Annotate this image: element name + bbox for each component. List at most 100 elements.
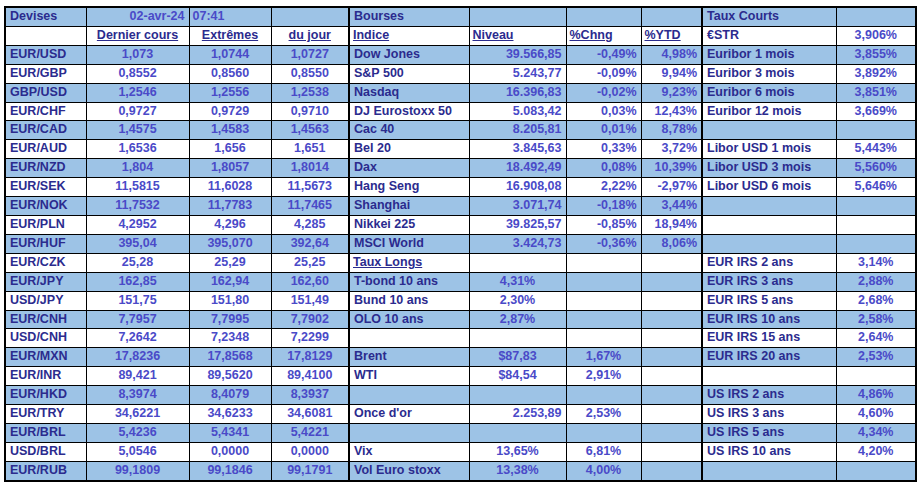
rate-value: 5,443% [836, 140, 916, 159]
chng-value: -0,09% [566, 64, 641, 83]
niveau-value: 13,38% [469, 461, 566, 480]
market-report-table: Devises02-avr-2407:41BoursesTaux CourtsD… [4, 6, 917, 482]
index-name: Dax [349, 159, 469, 178]
pair-last-price: 1,6536 [86, 140, 189, 159]
pair-extreme-low: 25,25 [271, 253, 349, 272]
panel-title-taux-courts: Taux Courts [702, 7, 836, 26]
niveau-value: 39.825,57 [469, 215, 566, 234]
rate-name: US IRS 2 ans [702, 386, 836, 405]
rate-name: €STR [702, 26, 836, 45]
rate-value: 5,646% [836, 178, 916, 197]
niveau-value: 5.243,77 [469, 64, 566, 83]
panel-title-devises: Devises [5, 7, 86, 26]
col-header-chng: %Chng [566, 26, 641, 45]
instrument-name: Vol Euro stoxx [349, 461, 469, 480]
empty-cell [702, 197, 836, 216]
rate-name: US IRS 3 ans [702, 405, 836, 424]
empty-cell [702, 461, 836, 480]
rate-name: Euribor 3 mois [702, 64, 836, 83]
pair-extreme-low: 0,0000 [271, 442, 349, 461]
chng-value: 0,01% [566, 121, 641, 140]
empty-cell [836, 197, 916, 216]
niveau-value: 16.396,83 [469, 83, 566, 102]
ytd-value: 12,43% [641, 102, 702, 121]
niveau-value: $87,83 [469, 348, 566, 367]
pair-last-price: 395,04 [86, 234, 189, 253]
pair-extreme-high: 1,0744 [189, 45, 271, 64]
niveau-value: 3.424,73 [469, 234, 566, 253]
pair-label: EUR/AUD [5, 140, 86, 159]
rate-name: Libor USD 6 mois [702, 178, 836, 197]
table-row: EUR/MXN17,823617,856817,8129Brent$87,831… [5, 348, 916, 367]
empty-cell [566, 253, 641, 272]
pair-extreme-high: 1,656 [189, 140, 271, 159]
pair-extreme-high: 1,4583 [189, 121, 271, 140]
ytd-value: 9,23% [641, 83, 702, 102]
empty-cell [641, 423, 702, 442]
report-time: 07:41 [189, 7, 271, 26]
table-row: EUR/PLN4,29524,2964,285Nikkei 22539.825,… [5, 215, 916, 234]
pair-extreme-high: 99,1846 [189, 461, 271, 480]
index-name: DJ Eurostoxx 50 [349, 102, 469, 121]
col-header-indice: Indice [349, 26, 469, 45]
empty-cell [566, 423, 641, 442]
empty-cell [469, 423, 566, 442]
rate-value: 3,855% [836, 45, 916, 64]
pair-last-price: 8,3974 [86, 386, 189, 405]
empty-cell [836, 7, 916, 26]
table-row: EUR/NOK11,753211,778311,7465Shanghai3.07… [5, 197, 916, 216]
pair-last-price: 89,421 [86, 367, 189, 386]
pair-extreme-high: 17,8568 [189, 348, 271, 367]
empty-cell [641, 386, 702, 405]
empty-cell [641, 253, 702, 272]
rate-value: 4,60% [836, 405, 916, 424]
empty-cell [641, 348, 702, 367]
empty-cell [641, 442, 702, 461]
index-name: Cac 40 [349, 121, 469, 140]
instrument-name: Brent [349, 348, 469, 367]
pair-label: EUR/NOK [5, 197, 86, 216]
pair-last-price: 99,1809 [86, 461, 189, 480]
pair-extreme-high: 11,7783 [189, 197, 271, 216]
index-name: Bel 20 [349, 140, 469, 159]
pair-last-price: 0,9727 [86, 102, 189, 121]
niveau-value: 8.205,81 [469, 121, 566, 140]
instrument-name: WTI [349, 367, 469, 386]
index-name: Hang Seng [349, 178, 469, 197]
empty-cell [349, 329, 469, 348]
empty-cell [469, 253, 566, 272]
pair-last-price: 17,8236 [86, 348, 189, 367]
instrument-name: OLO 10 ans [349, 310, 469, 329]
table-row: EUR/CNH7,79577,79957,7902OLO 10 ans2,87%… [5, 310, 916, 329]
rate-value: 3,14% [836, 253, 916, 272]
empty-cell [566, 310, 641, 329]
col-header-niveau: Niveau [469, 26, 566, 45]
pair-extreme-high: 7,2348 [189, 329, 271, 348]
panel-title-bourses: Bourses [349, 7, 469, 26]
rate-value: 4,20% [836, 442, 916, 461]
chng-value: 0,03% [566, 102, 641, 121]
pair-label: EUR/NZD [5, 159, 86, 178]
rate-value: 3,669% [836, 102, 916, 121]
chng-value: 4,00% [566, 461, 641, 480]
empty-cell [702, 234, 836, 253]
pair-last-price: 1,2546 [86, 83, 189, 102]
rate-value: 3,892% [836, 64, 916, 83]
chng-value: 1,67% [566, 348, 641, 367]
table-row: EUR/SEK11,581511,602811,5673Hang Seng16.… [5, 178, 916, 197]
pair-extreme-low: 1,4563 [271, 121, 349, 140]
empty-cell [641, 329, 702, 348]
rate-name: EUR IRS 5 ans [702, 291, 836, 310]
empty-cell [469, 7, 566, 26]
pair-extreme-low: 8,3937 [271, 386, 349, 405]
table-row: EUR/CAD1,45751,45831,4563Cac 408.205,810… [5, 121, 916, 140]
ytd-value: 8,06% [641, 234, 702, 253]
empty-cell [641, 310, 702, 329]
pair-extreme-high: 0,0000 [189, 442, 271, 461]
pair-last-price: 151,75 [86, 291, 189, 310]
rate-name: Euribor 12 mois [702, 102, 836, 121]
pair-extreme-low: 4,285 [271, 215, 349, 234]
empty-cell [836, 461, 916, 480]
table-row: EUR/GBP0,85520,85600,8550S&P 5005.243,77… [5, 64, 916, 83]
empty-cell [702, 121, 836, 140]
